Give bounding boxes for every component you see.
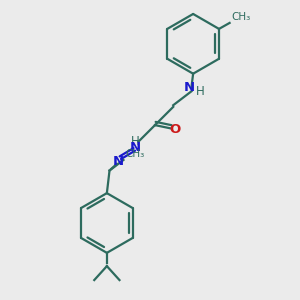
Text: CH₃: CH₃ bbox=[231, 12, 250, 22]
Text: H: H bbox=[131, 135, 140, 148]
Text: N: N bbox=[113, 155, 124, 168]
Text: CH₃: CH₃ bbox=[125, 149, 144, 159]
Text: O: O bbox=[169, 123, 181, 136]
Text: N: N bbox=[130, 141, 141, 154]
Text: N: N bbox=[184, 81, 195, 94]
Text: H: H bbox=[195, 85, 204, 98]
